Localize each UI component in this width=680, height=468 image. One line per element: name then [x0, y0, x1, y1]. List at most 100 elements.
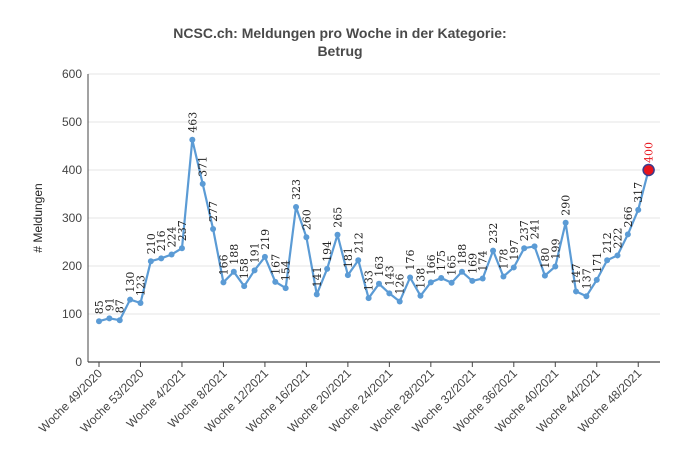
- y-tick-label: 100: [62, 307, 82, 321]
- data-point: [407, 274, 414, 281]
- data-label: 260: [300, 209, 313, 230]
- data-label: 323: [290, 179, 303, 200]
- data-label: 176: [404, 250, 417, 271]
- data-point: [106, 315, 113, 322]
- data-label: 169: [466, 253, 479, 274]
- data-point: [324, 265, 331, 272]
- data-label: 212: [352, 232, 365, 253]
- data-label: 171: [591, 252, 604, 273]
- chart-title-line2: Betrug: [317, 43, 363, 59]
- data-label: 180: [539, 248, 552, 269]
- y-tick-label: 600: [62, 67, 82, 81]
- data-label: 181: [342, 247, 355, 268]
- data-label: 222: [612, 227, 625, 248]
- data-point: [448, 279, 455, 286]
- y-tick-label: 500: [62, 115, 82, 129]
- data-point: [137, 299, 144, 306]
- data-label: 191: [249, 242, 262, 263]
- data-point: [251, 267, 258, 274]
- data-point: [365, 295, 372, 302]
- data-point: [355, 257, 362, 264]
- data-label: 154: [280, 260, 293, 281]
- data-label: 133: [363, 270, 376, 291]
- data-point: [396, 298, 403, 305]
- data-label: 199: [549, 238, 562, 259]
- data-label: 210: [145, 233, 158, 254]
- data-point: [469, 277, 476, 284]
- data-point: [438, 275, 445, 281]
- data-point: [210, 226, 217, 233]
- data-point: [510, 264, 517, 271]
- data-label: 174: [477, 250, 490, 271]
- data-point: [635, 206, 642, 213]
- data-label: 188: [456, 244, 469, 265]
- data-label: 265: [332, 207, 345, 228]
- data-point: [116, 317, 123, 324]
- data-point: [479, 275, 486, 282]
- data-point: [189, 136, 196, 143]
- data-label: 166: [425, 254, 438, 275]
- data-point: [521, 245, 528, 252]
- data-label: 143: [383, 265, 396, 286]
- data-point: [230, 268, 237, 275]
- series-line: [98, 138, 650, 323]
- data-label: 137: [580, 268, 593, 289]
- data-point: [624, 231, 631, 238]
- data-point: [168, 251, 175, 258]
- data-point: [303, 234, 310, 241]
- data-point: [127, 296, 134, 303]
- data-label: 175: [435, 250, 448, 271]
- data-point: [199, 180, 206, 187]
- data-label: 167: [269, 254, 282, 275]
- data-label: 87: [114, 299, 127, 313]
- chart-title-line1: NCSC.ch: Meldungen pro Woche in der Kate…: [173, 25, 507, 41]
- data-point: [293, 203, 300, 210]
- data-point: [614, 252, 621, 259]
- data-point: [500, 273, 507, 280]
- data-label: 237: [176, 220, 189, 241]
- data-point: [593, 276, 600, 283]
- data-point: [458, 268, 465, 275]
- data-label: 277: [207, 201, 220, 222]
- data-point: [158, 255, 165, 262]
- data-label: 85: [93, 300, 106, 314]
- data-point: [573, 288, 580, 295]
- data-point: [583, 293, 590, 300]
- data-point: [178, 245, 185, 252]
- y-axis-label: # Meldungen: [31, 183, 45, 252]
- data-point: [334, 231, 341, 238]
- y-tick-label: 300: [62, 211, 82, 225]
- data-point: [604, 257, 611, 264]
- data-label: 166: [217, 254, 230, 275]
- data-point: [313, 291, 320, 298]
- data-point: [96, 318, 102, 325]
- data-label: 237: [518, 220, 531, 241]
- data-label: 290: [560, 195, 573, 216]
- data-point: [552, 263, 559, 270]
- chart-title: NCSC.ch: Meldungen pro Woche in der Kate…: [0, 24, 680, 60]
- data-label: 158: [238, 258, 251, 279]
- data-label: 216: [155, 230, 168, 251]
- y-tick-label: 200: [62, 259, 82, 273]
- y-tick-label: 0: [75, 355, 82, 369]
- data-label: 266: [622, 206, 635, 227]
- data-label: 165: [446, 255, 459, 276]
- data-label: 163: [373, 256, 386, 277]
- data-point: [272, 278, 279, 285]
- data-point: [490, 247, 497, 254]
- data-label: 147: [570, 263, 583, 284]
- data-point: [562, 219, 569, 226]
- data-label: 371: [197, 156, 210, 177]
- data-label: 123: [134, 275, 147, 296]
- data-label: 130: [124, 272, 137, 293]
- data-label: 317: [632, 182, 645, 203]
- data-label: 178: [497, 249, 510, 270]
- data-point: [147, 258, 154, 265]
- data-label: 126: [394, 274, 407, 295]
- data-point: [261, 253, 268, 260]
- data-point: [427, 279, 434, 286]
- data-label: 463: [186, 112, 199, 133]
- data-point: [417, 292, 424, 299]
